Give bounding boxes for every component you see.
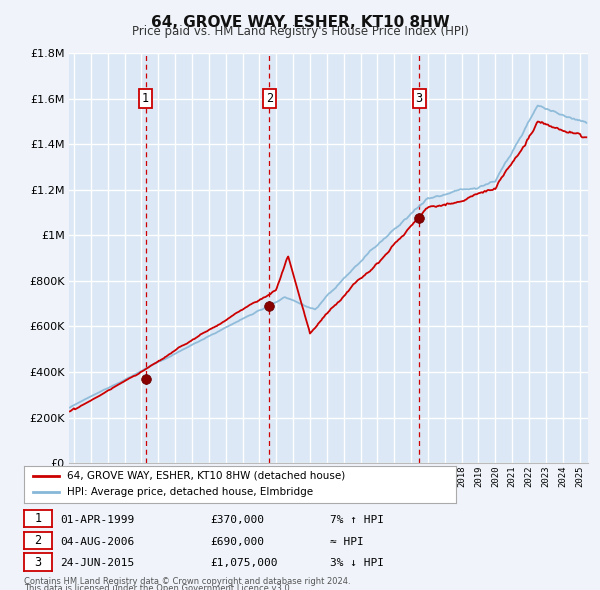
Text: 1: 1 xyxy=(34,512,41,525)
Text: £1,075,000: £1,075,000 xyxy=(210,559,277,568)
Text: Contains HM Land Registry data © Crown copyright and database right 2024.: Contains HM Land Registry data © Crown c… xyxy=(24,577,350,586)
Text: 2: 2 xyxy=(266,91,273,104)
Text: 3: 3 xyxy=(34,556,41,569)
Text: 1: 1 xyxy=(142,91,149,104)
Text: 3: 3 xyxy=(416,91,423,104)
Text: ≈ HPI: ≈ HPI xyxy=(330,537,364,546)
Text: 2: 2 xyxy=(34,534,41,547)
Text: HPI: Average price, detached house, Elmbridge: HPI: Average price, detached house, Elmb… xyxy=(67,487,313,497)
Text: £370,000: £370,000 xyxy=(210,515,264,525)
Text: £690,000: £690,000 xyxy=(210,537,264,546)
Text: 64, GROVE WAY, ESHER, KT10 8HW (detached house): 64, GROVE WAY, ESHER, KT10 8HW (detached… xyxy=(67,471,346,481)
Text: 01-APR-1999: 01-APR-1999 xyxy=(60,515,134,525)
Text: 64, GROVE WAY, ESHER, KT10 8HW: 64, GROVE WAY, ESHER, KT10 8HW xyxy=(151,15,449,30)
Text: 04-AUG-2006: 04-AUG-2006 xyxy=(60,537,134,546)
Text: This data is licensed under the Open Government Licence v3.0.: This data is licensed under the Open Gov… xyxy=(24,584,292,590)
Text: 7% ↑ HPI: 7% ↑ HPI xyxy=(330,515,384,525)
Text: 24-JUN-2015: 24-JUN-2015 xyxy=(60,559,134,568)
Text: Price paid vs. HM Land Registry's House Price Index (HPI): Price paid vs. HM Land Registry's House … xyxy=(131,25,469,38)
Text: 3% ↓ HPI: 3% ↓ HPI xyxy=(330,559,384,568)
